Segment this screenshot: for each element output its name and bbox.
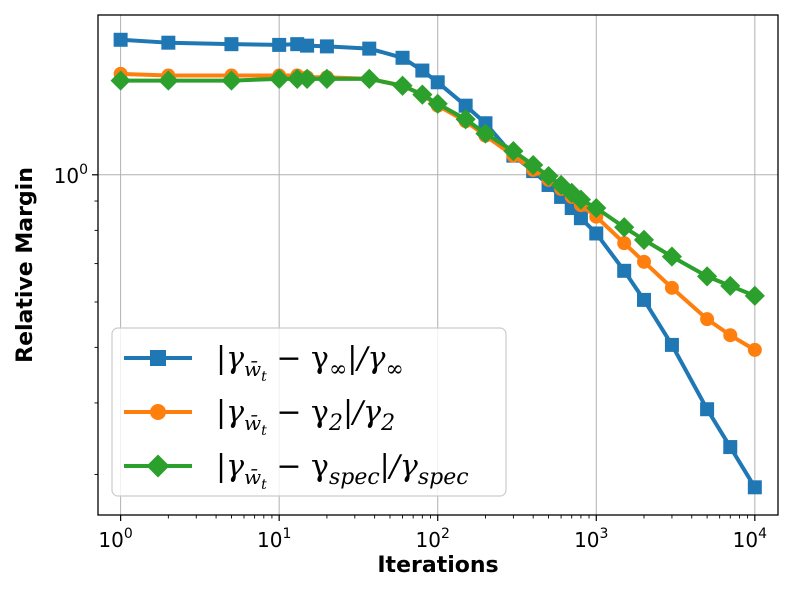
data-point-2-14 [523, 154, 544, 176]
data-point-1-21 [637, 254, 652, 269]
data-point-0-3 [272, 37, 287, 52]
data-point-2-18 [570, 189, 591, 210]
x-tick-label-4: 104 [733, 526, 767, 552]
data-point-0-25 [747, 480, 762, 495]
data-point-0-10 [430, 75, 445, 90]
x-axis-label: Iterations [377, 553, 498, 578]
data-point-2-7 [359, 68, 380, 89]
data-point-0-7 [362, 41, 377, 56]
ticks: 100 101 102 103 104 100 [54, 162, 767, 552]
data-point-1-23 [700, 312, 715, 327]
y-axis-label: Relative Margin [13, 167, 38, 363]
series-2 [110, 68, 765, 306]
data-point-2-1 [158, 70, 179, 91]
data-point-2-0 [110, 70, 131, 91]
data-point-1-22 [664, 280, 679, 295]
data-point-2-22 [661, 246, 683, 267]
data-point-2-19 [586, 197, 607, 219]
legend-marker-0 [150, 350, 166, 366]
legend-label-1: |γw̄t − γ2|/γ2 [216, 395, 395, 439]
x-tick-label-1: 101 [257, 526, 291, 552]
data-point-0-20 [617, 263, 632, 278]
legend-label-0: |γw̄t − γ∞|/γ∞ [216, 341, 404, 385]
data-point-0-2 [224, 37, 239, 52]
x-tick-label-2: 102 [416, 526, 450, 552]
data-point-2-23 [697, 266, 718, 287]
data-point-2-13 [503, 140, 524, 162]
data-point-0-12 [478, 116, 493, 131]
data-point-0-9 [415, 63, 430, 78]
legend: |γw̄t − γ∞|/γ∞ |γw̄t − γ2|/γ2 |γw̄t − γspe… [111, 327, 507, 497]
series-layer [110, 32, 765, 495]
data-point-1-20 [617, 236, 632, 251]
data-point-0-5 [300, 38, 315, 53]
data-point-1-24 [723, 328, 738, 343]
legend-box [111, 327, 507, 497]
data-point-2-11 [455, 109, 476, 130]
data-point-0-23 [700, 402, 715, 417]
data-point-0-18 [573, 211, 588, 226]
data-point-0-11 [458, 98, 473, 113]
data-point-2-6 [316, 68, 337, 89]
data-point-2-5 [297, 68, 318, 89]
data-point-0-24 [723, 440, 738, 455]
data-point-0-21 [637, 292, 652, 307]
data-point-2-20 [614, 217, 635, 238]
legend-label-2: |γw̄t − γspec|/γspec [216, 449, 469, 493]
data-point-0-22 [664, 337, 679, 352]
data-point-2-21 [633, 229, 655, 250]
data-point-0-6 [319, 39, 334, 54]
data-point-2-25 [744, 285, 765, 306]
data-point-0-1 [161, 35, 176, 50]
data-point-2-12 [475, 123, 496, 144]
data-point-2-8 [392, 75, 413, 96]
data-point-0-0 [113, 32, 128, 47]
legend-marker-1 [150, 404, 166, 420]
data-point-2-2 [221, 70, 242, 91]
data-point-2-24 [720, 275, 741, 296]
data-point-2-15 [538, 165, 559, 187]
data-point-2-10 [427, 93, 448, 114]
data-point-2-9 [412, 84, 433, 105]
series-0 [113, 32, 762, 495]
data-point-2-17 [561, 182, 582, 203]
data-point-0-8 [395, 50, 410, 65]
data-point-0-19 [589, 226, 604, 241]
x-tick-label-0: 100 [98, 526, 132, 552]
data-point-1-25 [747, 342, 762, 357]
y-tick-label-0: 100 [54, 162, 88, 188]
legend-marker-2 [146, 454, 170, 478]
x-tick-label-3: 103 [574, 526, 608, 552]
data-point-2-3 [269, 68, 290, 89]
